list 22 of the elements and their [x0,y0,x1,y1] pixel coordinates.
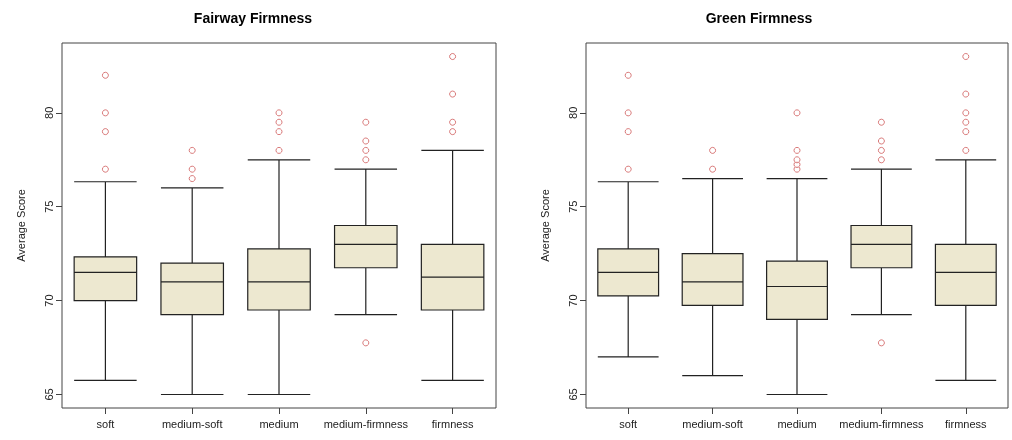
chart-title: Fairway Firmness [193,10,313,26]
x-tick-label: medium [777,417,817,430]
y-tick-label: 75 [42,200,55,213]
x-tick-label: medium-soft [682,417,743,430]
x-tick-label: firmness [431,417,474,430]
x-tick-label: medium [259,417,299,430]
y-axis-title: Average Score [14,189,27,262]
x-tick-label: medium-firmness [323,417,409,430]
x-tick-label: medium-firmness [839,417,925,430]
chart-title: Green Firmness [705,10,813,26]
x-tick-label: soft [619,417,638,430]
y-tick-label: 65 [566,388,579,401]
x-tick-label: firmness [945,417,988,430]
x-tick-label: soft [96,417,115,430]
y-axis-title: Average Score [538,189,551,262]
y-tick-label: 70 [42,294,55,307]
x-tick-label: medium-soft [161,417,223,430]
y-tick-label: 75 [566,200,579,213]
y-tick-label: 70 [566,294,579,307]
y-tick-label: 80 [566,106,579,119]
y-tick-label: 80 [42,106,55,119]
y-tick-label: 65 [42,388,55,401]
